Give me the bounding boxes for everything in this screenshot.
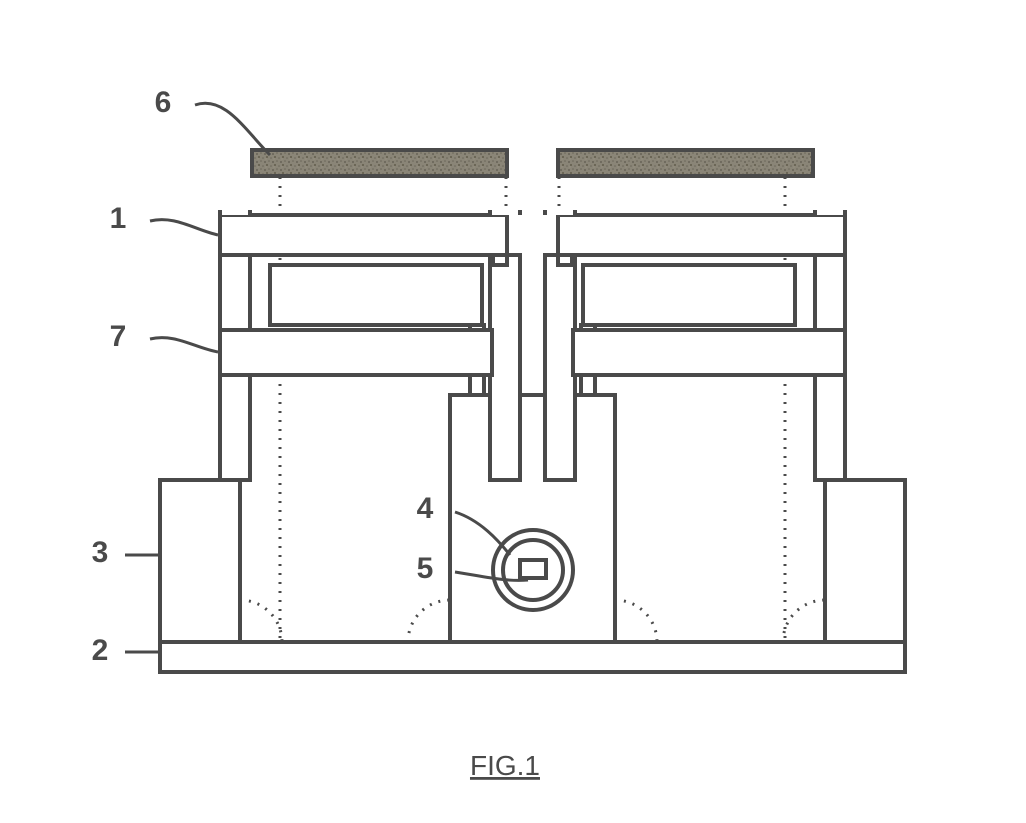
outer-flange: [558, 215, 845, 255]
inner-flange: [220, 330, 492, 375]
ref-label-4: 4: [417, 492, 434, 525]
side-pedestal: [825, 480, 905, 642]
side-pedestal: [160, 480, 240, 642]
leader-line: [150, 220, 218, 235]
top-plate: [558, 150, 813, 176]
figure-caption: FIG.1: [470, 750, 540, 781]
inner-block: [270, 265, 482, 325]
inner-post: [470, 375, 484, 395]
center-stem: [558, 255, 572, 265]
center-box: [520, 560, 546, 578]
fillet-arc: [615, 600, 657, 642]
ref-label-5: 5: [417, 552, 434, 585]
ref-label-2: 2: [92, 634, 109, 667]
fillet-arc: [408, 600, 450, 642]
figure-diagram: 6 1 7 3 2 4 5 FIG.1: [0, 0, 1026, 823]
leader-line: [195, 103, 270, 155]
leader-line: [150, 338, 218, 352]
ref-label-3: 3: [92, 536, 109, 569]
outer-post-tip: [815, 210, 845, 215]
top-plate: [252, 150, 507, 176]
ref-label-7: 7: [110, 320, 127, 353]
outer-post: [545, 255, 575, 480]
ref-label-6: 6: [155, 86, 172, 119]
ref-label-1: 1: [110, 202, 127, 235]
fillet-arc: [783, 600, 825, 642]
outer-post: [490, 255, 520, 480]
inner-flange: [573, 330, 845, 375]
outer-post-tip: [220, 210, 250, 215]
inner-post: [581, 375, 595, 395]
fillet-arc: [240, 600, 282, 642]
outer-post-tip: [545, 210, 575, 215]
outer-flange: [220, 215, 507, 255]
inner-block: [583, 265, 795, 325]
center-stem: [493, 255, 507, 265]
outer-post-tip: [490, 210, 520, 215]
base-plate: [160, 642, 905, 672]
